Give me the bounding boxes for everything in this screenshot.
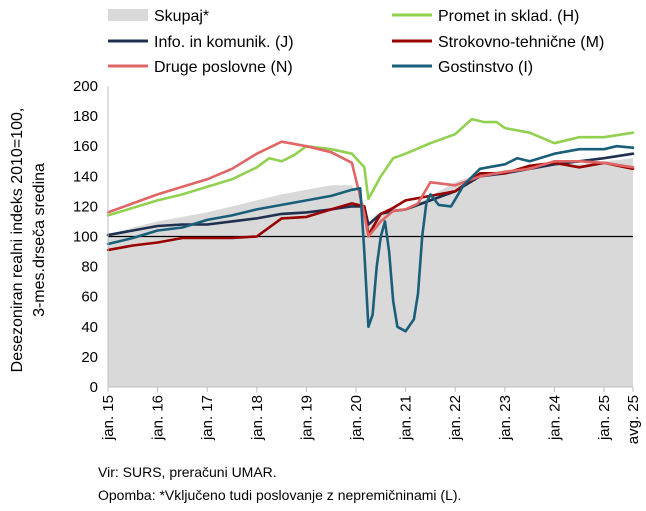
legend-label-strokovno-tehni-ne-m: Strokovno-tehnične (M) bbox=[438, 34, 604, 51]
x-tick-label: jan. 24 bbox=[546, 395, 563, 441]
y-axis-title-line-2: 3-mes.drseča sredina bbox=[31, 163, 48, 317]
y-tick-label: 40 bbox=[81, 319, 98, 336]
x-tick-label: jan. 22 bbox=[447, 395, 464, 441]
legend-label-gostinstvo-i: Gostinstvo (I) bbox=[438, 59, 533, 76]
x-tick-label: avg. 25 bbox=[625, 395, 642, 444]
x-axis-tick-labels: jan. 15 jan. 16 jan. 17 jan. 18 jan. 19 jan. … bbox=[100, 395, 642, 444]
series-line-druge-poslovne-n bbox=[106, 140, 635, 238]
x-tick-label: jan. 15 bbox=[100, 395, 117, 441]
series-area-skupaj bbox=[108, 158, 633, 387]
y-tick-label: 180 bbox=[73, 108, 98, 125]
x-tick-label: jan. 25 bbox=[596, 395, 613, 441]
series-line-gostinstvo-i bbox=[106, 144, 635, 333]
x-tick-label: jan. 23 bbox=[497, 395, 514, 441]
y-tick-label: 200 bbox=[73, 78, 98, 95]
y-tick-label: 140 bbox=[73, 168, 98, 185]
x-tick-label: jan. 18 bbox=[249, 395, 266, 441]
series-line-promet-in-sklad-h bbox=[106, 117, 635, 217]
y-tick-label: 120 bbox=[73, 198, 98, 215]
y-tick-label: 160 bbox=[73, 138, 98, 155]
legend: Skupaj* Promet in sklad. (H) Info. in komu… bbox=[108, 8, 604, 76]
legend-label-druge-poslovne-n: Druge poslovne (N) bbox=[154, 59, 293, 76]
y-tick-label: 20 bbox=[81, 349, 98, 366]
legend-label-promet-in-sklad-h: Promet in sklad. (H) bbox=[438, 8, 579, 25]
x-tick-label: jan. 21 bbox=[398, 395, 415, 441]
source-note: Vir: SURS, preračuni UMAR. bbox=[98, 464, 277, 480]
remark-note: Opomba: *Vključeno tudi poslovanje z nep… bbox=[98, 487, 462, 503]
y-axis-tick-labels: 0 20 40 60 80 100 120 140 160 180 200 bbox=[73, 78, 98, 396]
y-tick-label: 80 bbox=[81, 259, 98, 276]
x-tick-label: jan. 16 bbox=[150, 395, 167, 441]
y-axis-title-line-1: Desezoniran realni indeks 2010=100, bbox=[9, 108, 26, 373]
y-tick-label: 60 bbox=[81, 289, 98, 306]
legend-label-info-in-komunik-j: Info. in komunik. (J) bbox=[154, 34, 294, 51]
legend-label-skupaj: Skupaj* bbox=[154, 8, 209, 25]
plot-area bbox=[106, 86, 635, 392]
y-tick-label: 100 bbox=[73, 229, 98, 246]
x-tick-label: jan. 17 bbox=[199, 395, 216, 441]
legend-swatch-skupaj bbox=[108, 9, 148, 21]
x-tick-label: jan. 20 bbox=[348, 395, 365, 441]
x-tick-label: jan. 19 bbox=[298, 395, 315, 441]
y-tick-label: 0 bbox=[90, 379, 98, 396]
